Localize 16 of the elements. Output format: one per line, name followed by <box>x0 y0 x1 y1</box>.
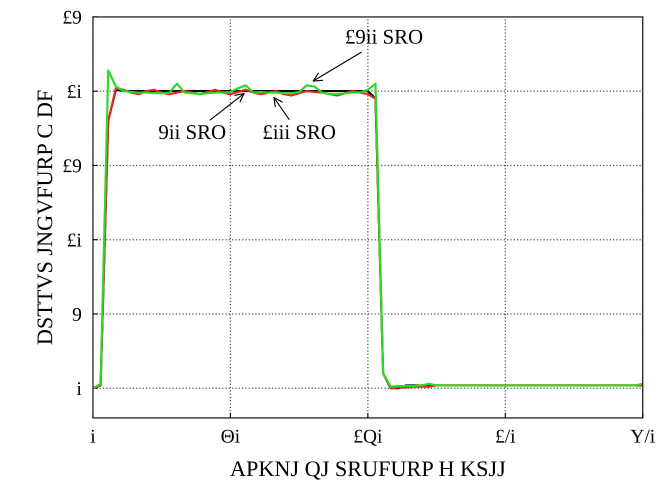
x-tick-label: £Qi <box>354 430 382 446</box>
text: £i <box>68 234 82 246</box>
text: £9 <box>64 159 82 172</box>
annotation: 9ii SRO <box>159 125 226 140</box>
text: £9 <box>64 10 82 24</box>
text: £9ii SRO <box>346 30 422 44</box>
x-tick-label: i <box>90 430 96 443</box>
x-tick-label: Y/i <box>630 430 655 443</box>
x-tick-label: £/i <box>496 430 516 443</box>
x-tick-label: Θi <box>221 430 240 443</box>
text: 9 <box>72 308 82 321</box>
x-axis-title: APKNJ QJ SRUFURP H KSJJ <box>230 461 506 480</box>
text: i <box>76 382 82 395</box>
y-axis-title: DSTTVS JNGVFURP C DF <box>37 90 52 344</box>
annotation: £iii SRO <box>264 125 336 140</box>
text: £i <box>68 85 82 98</box>
